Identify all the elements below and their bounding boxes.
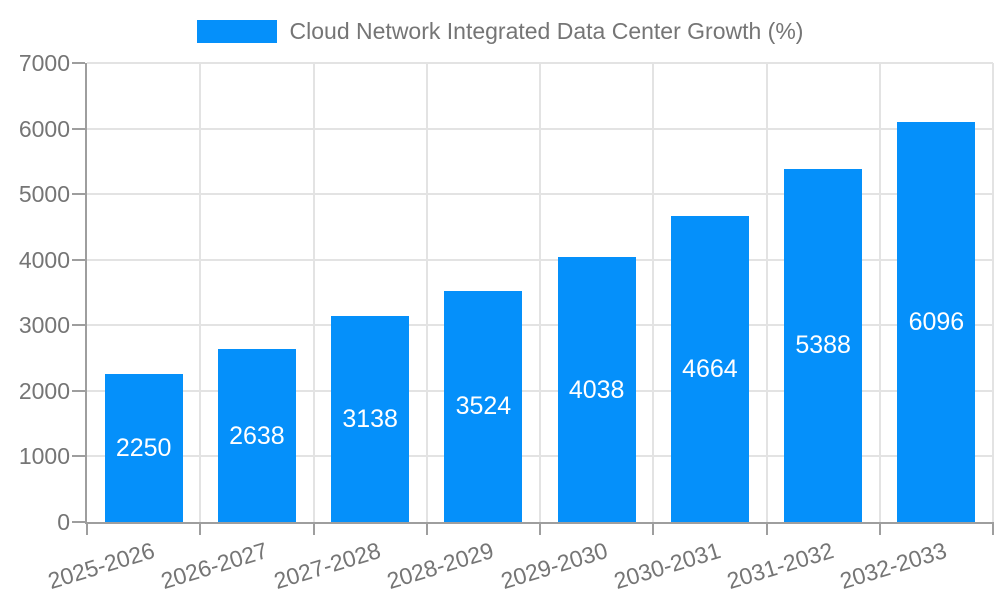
bar-value-label: 2638 [229, 421, 285, 450]
y-tick-label: 0 [57, 509, 70, 535]
y-tick-label: 4000 [18, 246, 70, 273]
bar-value-label: 2250 [115, 434, 172, 463]
plot-area: 2250 2638 3138 3524 4038 4664 5388 6096 [72, 62, 994, 535]
bar-value-label: 4038 [568, 375, 625, 404]
x-tick-label: 2027-2028 [270, 537, 384, 595]
bar-2027-2028: 3138 [331, 316, 410, 522]
legend-label: Cloud Network Integrated Data Center Gro… [289, 18, 804, 44]
chart-legend[interactable]: Cloud Network Integrated Data Center Gro… [0, 16, 1000, 46]
x-gridline [199, 63, 202, 522]
x-gridline [765, 63, 768, 522]
x-axis-tick [765, 522, 768, 535]
x-axis-tick [539, 522, 541, 535]
x-axis-tick [878, 522, 881, 535]
x-gridline [652, 63, 655, 522]
bar-value-label: 4664 [682, 355, 738, 384]
bar-2025-2026: 2250 [104, 374, 183, 522]
x-axis-tick [312, 522, 315, 535]
x-axis-tick [652, 522, 655, 535]
bar-2030-2031: 4664 [670, 216, 749, 522]
y-axis-tick [72, 324, 85, 327]
x-axis-tick [86, 522, 88, 535]
y-tick-label: 3000 [18, 312, 70, 339]
y-axis-tick [72, 389, 85, 392]
y-tick-label: 2000 [18, 377, 70, 404]
y-axis-tick [72, 521, 85, 523]
bar-2028-2029: 3524 [444, 290, 523, 522]
x-axis-tick [992, 522, 994, 535]
y-axis-tick [72, 62, 85, 64]
x-axis-tick [425, 522, 428, 535]
y-tick-label: 1000 [18, 443, 70, 470]
x-tick-label: 2025-2026 [44, 537, 158, 595]
y-axis-tick [72, 127, 85, 130]
x-axis-tick [199, 522, 202, 535]
bar-value-label: 6096 [908, 308, 965, 337]
y-axis-tick [72, 193, 85, 196]
legend-swatch [196, 19, 277, 43]
x-gridline [878, 63, 881, 522]
bar-2029-2030: 4038 [557, 257, 636, 522]
y-tick-label: 7000 [18, 50, 70, 76]
x-tick-label: 2028-2029 [384, 537, 497, 595]
bar-value-label: 5388 [795, 331, 851, 360]
bar-2032-2033: 6096 [897, 122, 976, 522]
x-tick-label: 2026-2027 [157, 537, 271, 595]
bar-2026-2027: 2638 [217, 349, 296, 522]
bar-value-label: 3524 [455, 392, 512, 421]
y-axis-tick [72, 258, 85, 261]
x-tick-label: 2030-2031 [610, 537, 724, 595]
x-tick-label: 2032-2033 [837, 537, 950, 595]
y-tick-label: 6000 [18, 115, 70, 142]
x-gridline [425, 63, 428, 522]
x-tick-label: 2029-2030 [497, 537, 611, 595]
x-gridline [992, 63, 994, 522]
bar-2031-2032: 5388 [784, 168, 863, 522]
x-gridline [312, 63, 315, 522]
y-axis-tick [72, 455, 85, 458]
y-tick-label: 5000 [18, 181, 70, 208]
bar-value-label: 3138 [342, 405, 398, 434]
x-gridline [539, 63, 541, 522]
x-tick-label: 2031-2032 [723, 537, 837, 595]
